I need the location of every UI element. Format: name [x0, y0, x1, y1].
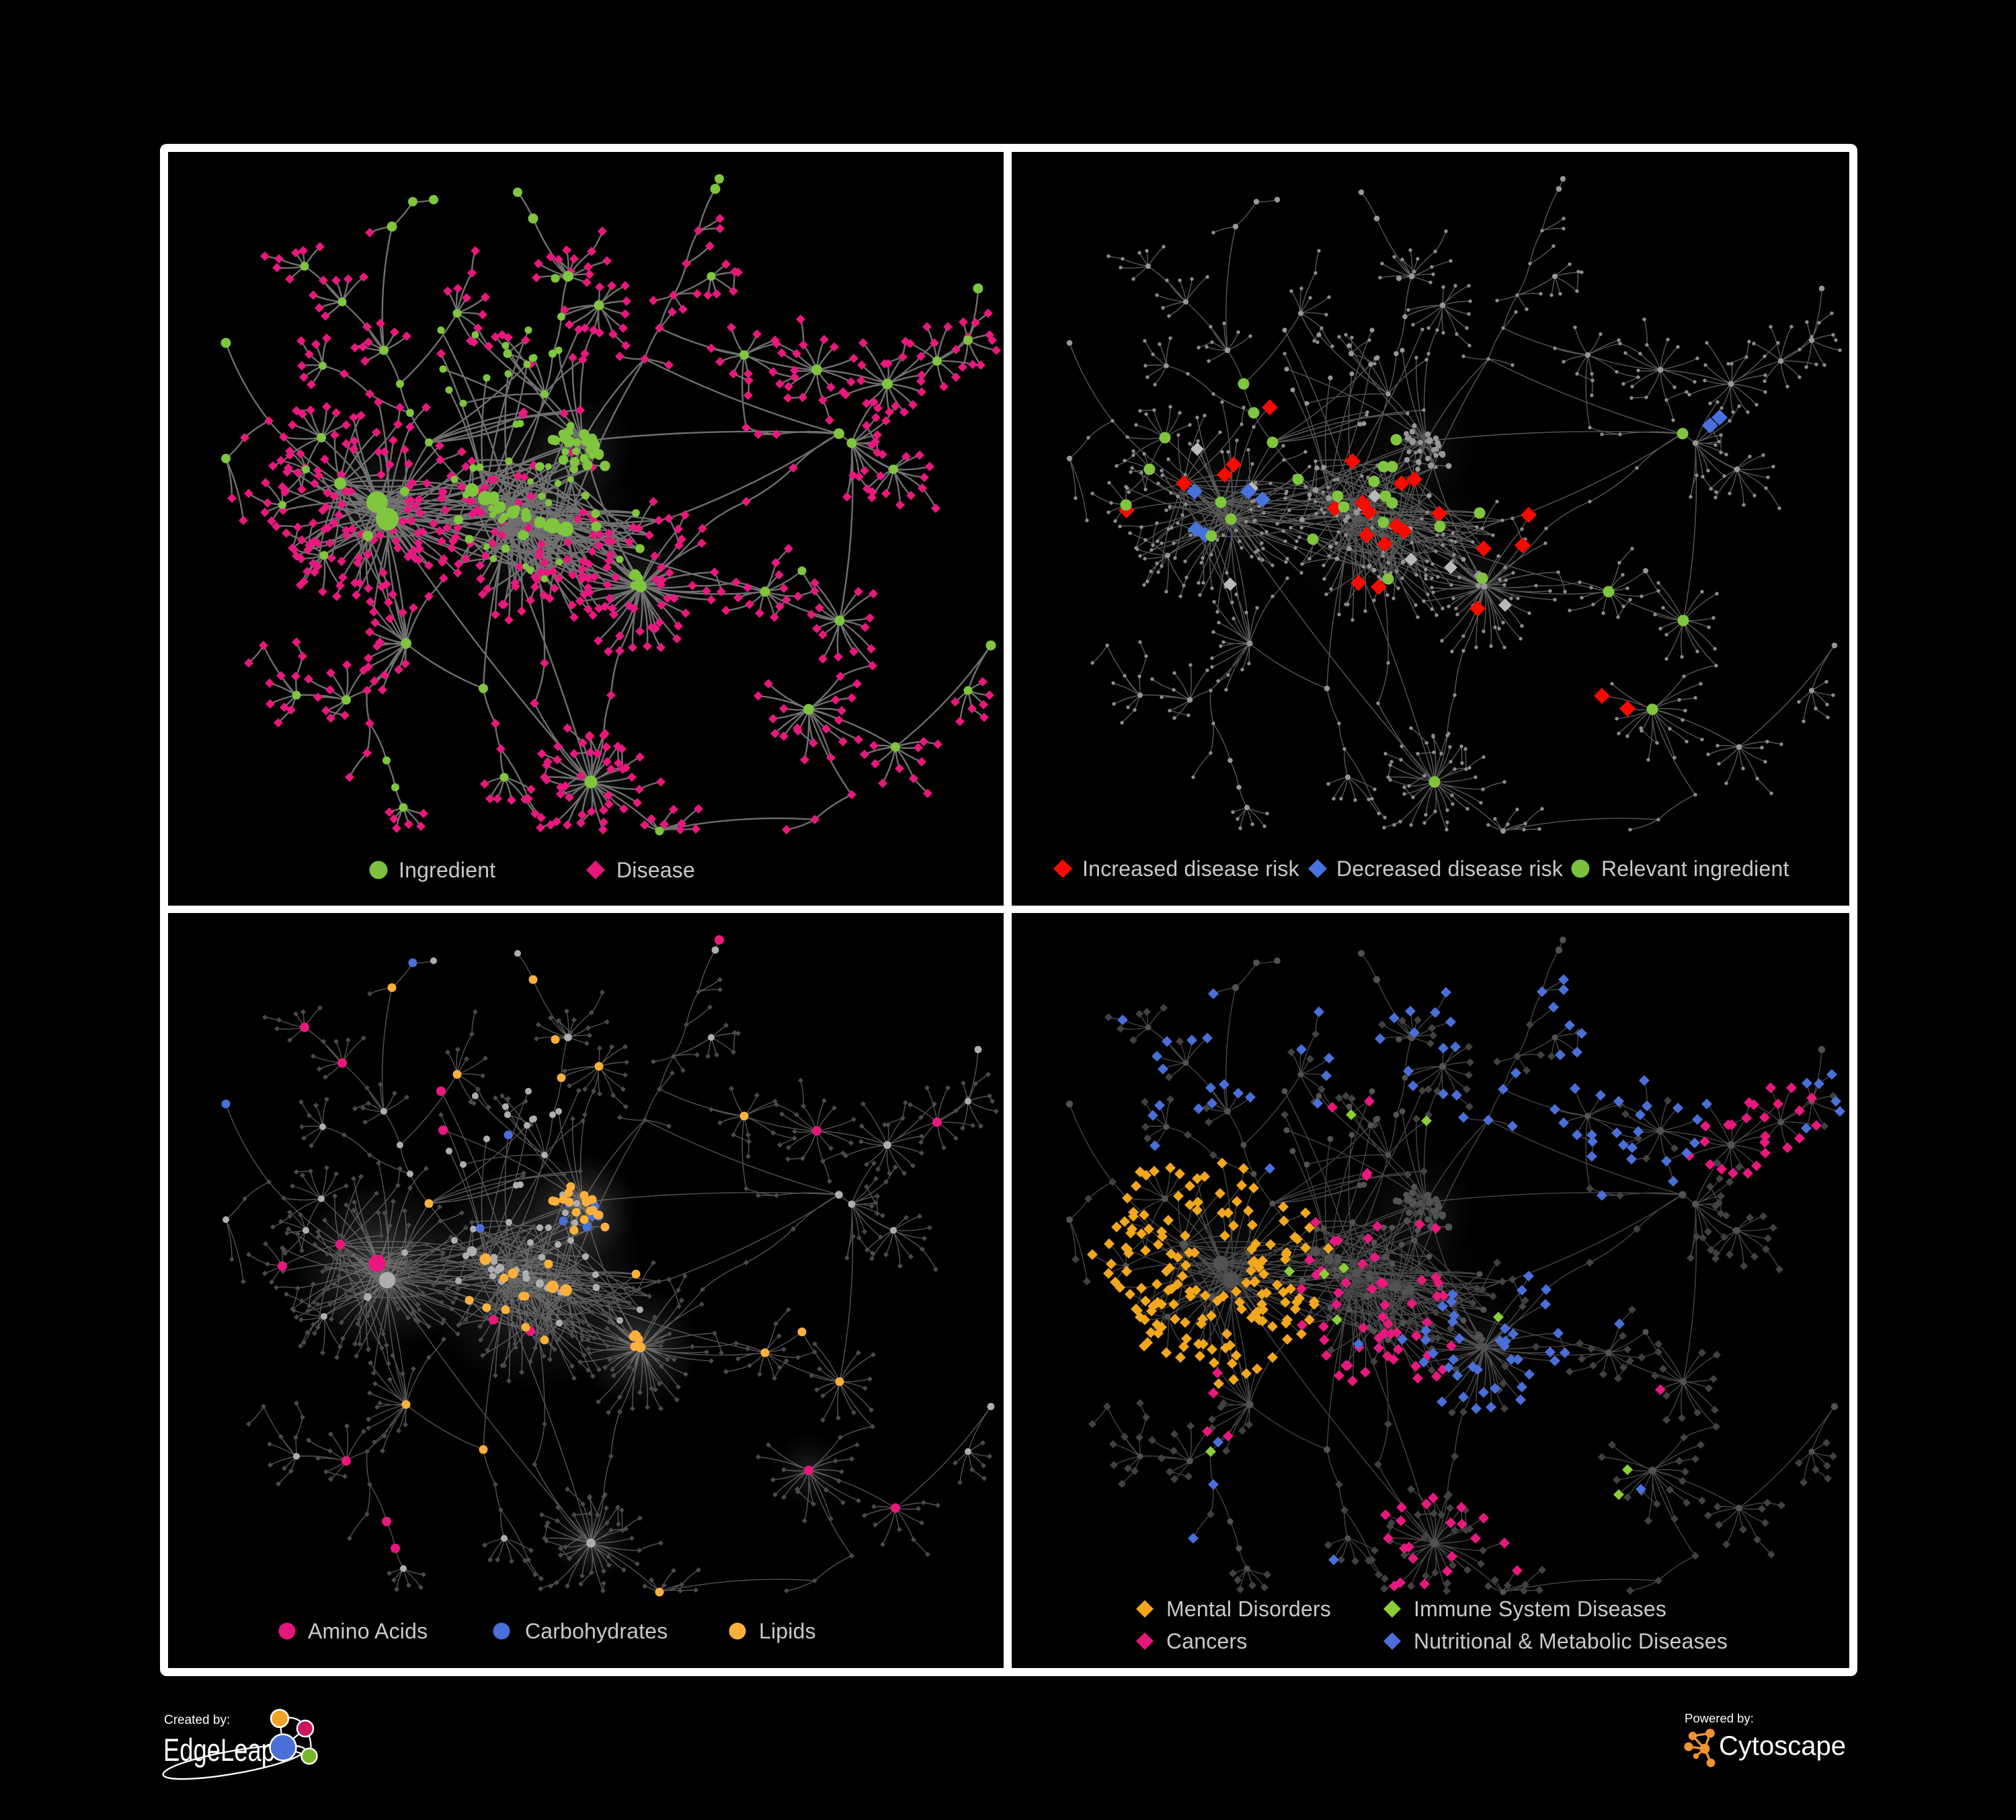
svg-text:Cancers: Cancers [1166, 1629, 1248, 1653]
svg-text:Lipids: Lipids [759, 1619, 816, 1643]
svg-text:Immune System Diseases: Immune System Diseases [1414, 1597, 1666, 1621]
svg-text:Cytoscape: Cytoscape [1719, 1731, 1846, 1761]
svg-text:Amino Acids: Amino Acids [308, 1619, 428, 1643]
svg-text:Carbohydrates: Carbohydrates [525, 1619, 668, 1643]
svg-text:Powered by:: Powered by: [1685, 1711, 1754, 1725]
svg-text:Created by:: Created by: [164, 1713, 230, 1727]
svg-text:Nutritional & Metabolic Diseas: Nutritional & Metabolic Diseases [1414, 1629, 1728, 1653]
svg-text:EdgeLeap: EdgeLeap [163, 1732, 275, 1768]
svg-text:Ingredient: Ingredient [399, 858, 495, 882]
svg-text:Increased disease risk: Increased disease risk [1082, 857, 1300, 881]
svg-text:Mental Disorders: Mental Disorders [1166, 1597, 1331, 1621]
svg-text:Decreased disease risk: Decreased disease risk [1336, 857, 1564, 881]
svg-text:Disease: Disease [616, 858, 695, 882]
svg-text:Relevant ingredient: Relevant ingredient [1601, 857, 1789, 881]
